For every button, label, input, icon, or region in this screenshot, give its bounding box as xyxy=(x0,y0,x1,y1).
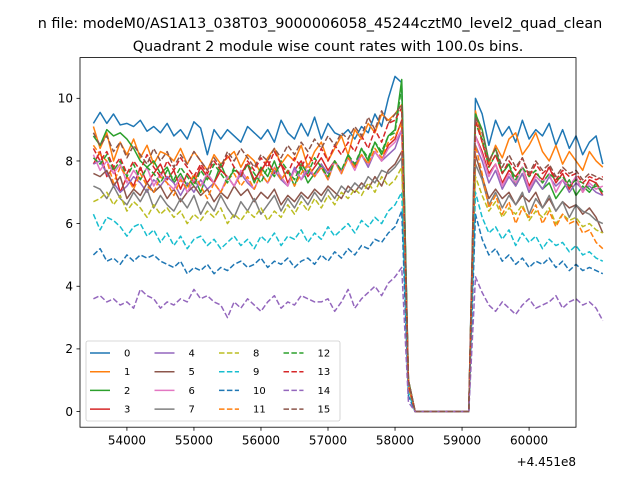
series-line-11 xyxy=(92,122,604,413)
series-line-13 xyxy=(92,106,604,413)
y-tick-label: 10 xyxy=(58,92,73,106)
y-axis: 0 2 4 6 8 10 xyxy=(58,92,80,419)
legend-label-3: 3 xyxy=(124,405,130,416)
legend-label-1: 1 xyxy=(124,367,130,378)
legend-label-2: 2 xyxy=(124,386,130,397)
x-tick-label: 58000 xyxy=(376,434,414,448)
legend-label-13: 13 xyxy=(318,367,331,378)
y-tick-label: 0 xyxy=(65,405,73,419)
legend-label-8: 8 xyxy=(253,349,259,360)
series-lines xyxy=(92,75,604,413)
legend-label-9: 9 xyxy=(253,367,259,378)
legend-label-7: 7 xyxy=(189,405,195,416)
series-line-9 xyxy=(92,191,604,413)
legend-label-15: 15 xyxy=(318,405,331,416)
x-axis-offset-label: +4.451e8 xyxy=(517,455,576,469)
series-line-8 xyxy=(93,166,604,413)
x-tick-label: 54000 xyxy=(108,434,146,448)
series-line-7 xyxy=(93,157,604,413)
legend-label-6: 6 xyxy=(189,386,195,397)
legend-label-4: 4 xyxy=(189,349,195,360)
series-line-12 xyxy=(92,85,604,413)
legend-label-14: 14 xyxy=(318,386,331,397)
y-tick-label: 6 xyxy=(65,217,73,231)
chart-title: Quadrant 2 module wise count rates with … xyxy=(133,39,524,55)
series-line-0 xyxy=(92,75,604,413)
x-tick-label: 59000 xyxy=(443,434,481,448)
legend-label-10: 10 xyxy=(253,386,266,397)
x-tick-label: 60000 xyxy=(510,434,548,448)
legend-label-0: 0 xyxy=(124,349,130,360)
series-line-10 xyxy=(92,210,604,413)
x-axis: 54000 55000 56000 57000 58000 59000 60000 xyxy=(108,427,548,448)
legend-label-5: 5 xyxy=(189,367,195,378)
y-tick-label: 8 xyxy=(65,154,73,168)
legend-label-11: 11 xyxy=(253,405,266,416)
y-tick-label: 2 xyxy=(65,342,73,356)
series-line-14 xyxy=(93,266,604,413)
legend-label-12: 12 xyxy=(318,349,331,360)
figure-suptitle: n file: modeM0/AS1A13_038T03_9000006058_… xyxy=(38,16,603,32)
x-tick-label: 55000 xyxy=(175,434,213,448)
series-line-15 xyxy=(92,103,604,413)
y-tick-label: 4 xyxy=(65,280,73,294)
x-tick-label: 57000 xyxy=(309,434,347,448)
legend-box xyxy=(85,340,341,422)
x-tick-label: 56000 xyxy=(242,434,280,448)
